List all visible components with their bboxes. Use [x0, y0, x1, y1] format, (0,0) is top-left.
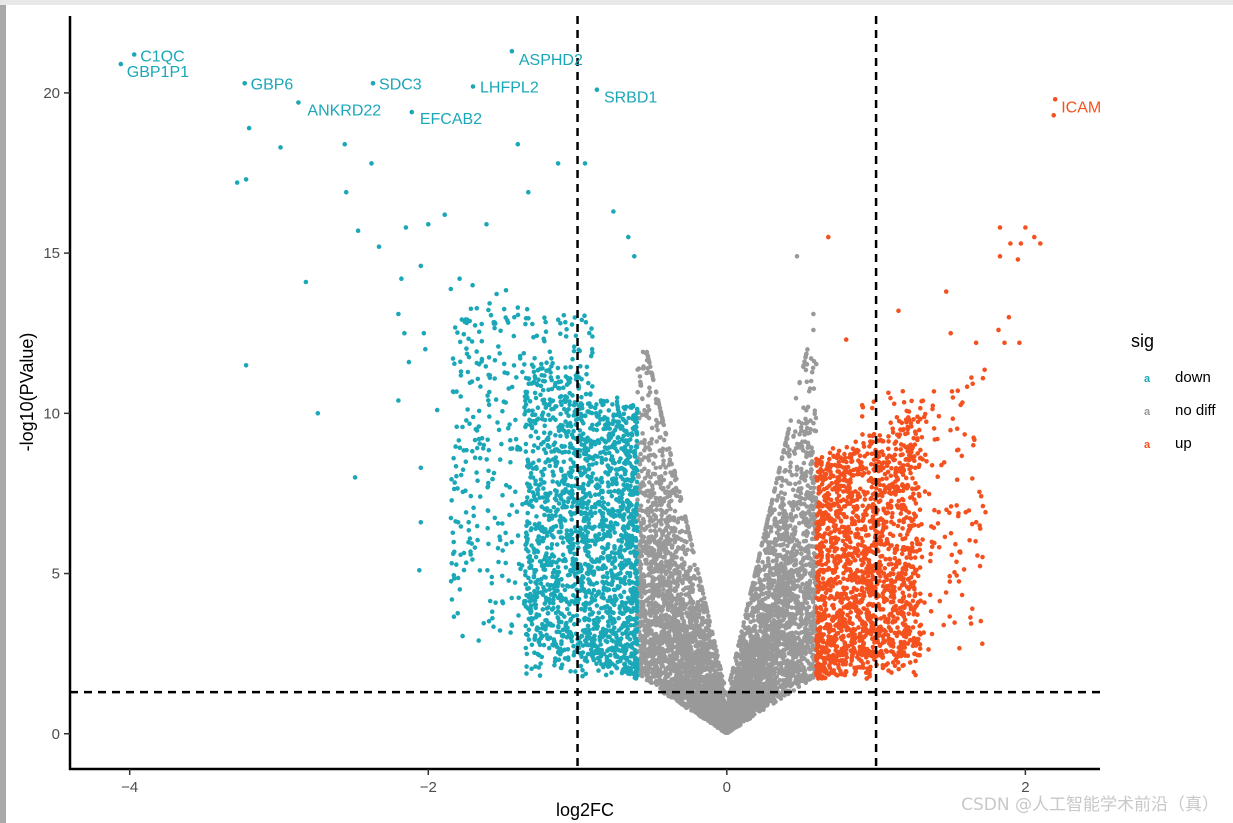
points-down — [118, 48, 640, 681]
legend-key-nodiff: a — [1144, 406, 1151, 418]
scatter-points — [118, 48, 1058, 736]
gene-label-ankrd22: ANKRD22 — [307, 103, 381, 120]
legend-key-up: a — [1144, 439, 1151, 451]
gene-label-efcab2: EFCAB2 — [420, 111, 482, 128]
y-axis-ticks: 0 5 10 15 20 — [43, 85, 70, 743]
x-tick-label: −4 — [121, 779, 138, 796]
points-up — [814, 96, 1058, 681]
axes: −4 −2 0 2 0 5 10 15 20 — [43, 16, 1100, 796]
y-tick-label: 20 — [43, 85, 60, 102]
x-tick-label: 0 — [723, 779, 731, 796]
x-axis-ticks: −4 −2 0 2 — [121, 769, 1030, 796]
gene-label-sdc3: SDC3 — [379, 76, 422, 93]
legend-key-down: a — [1144, 373, 1151, 385]
y-tick-label: 0 — [52, 726, 60, 743]
window-left-border — [0, 5, 6, 823]
legend-label-nodiff: no diff — [1175, 402, 1216, 419]
gene-label-icam: ICAM — [1061, 99, 1101, 116]
gene-label-gbp6: GBP6 — [251, 76, 294, 93]
gene-label-asphd2: ASPHD2 — [519, 52, 583, 69]
legend-label-down: down — [1175, 369, 1211, 386]
legend-entry-down: a down — [1144, 369, 1211, 386]
legend-title: sig — [1131, 331, 1154, 351]
y-tick-label: 15 — [43, 245, 60, 262]
legend: sig a down a no diff a up — [1131, 331, 1216, 452]
window-top-border — [0, 0, 1233, 5]
legend-entry-nodiff: a no diff — [1144, 402, 1216, 419]
threshold-lines — [70, 16, 1100, 769]
legend-label-up: up — [1175, 435, 1192, 452]
gene-label-gbp1p1: GBP1P1 — [127, 64, 189, 81]
gene-label-lhfpl2: LHFPL2 — [480, 79, 539, 96]
points-nodiff — [635, 254, 819, 736]
legend-entry-up: a up — [1144, 435, 1192, 452]
y-tick-label: 5 — [52, 566, 60, 583]
x-axis-title: log2FC — [556, 800, 614, 820]
x-tick-label: −2 — [420, 779, 437, 796]
y-axis-title: -log10(PValue) — [17, 333, 37, 452]
y-tick-label: 10 — [43, 405, 60, 422]
x-tick-label: 2 — [1021, 779, 1029, 796]
gene-label-c1qc: C1QC — [140, 48, 184, 65]
gene-label-srbd1: SRBD1 — [604, 90, 657, 107]
csdn-watermark: CSDN @人工智能学术前沿（真） — [961, 795, 1219, 815]
